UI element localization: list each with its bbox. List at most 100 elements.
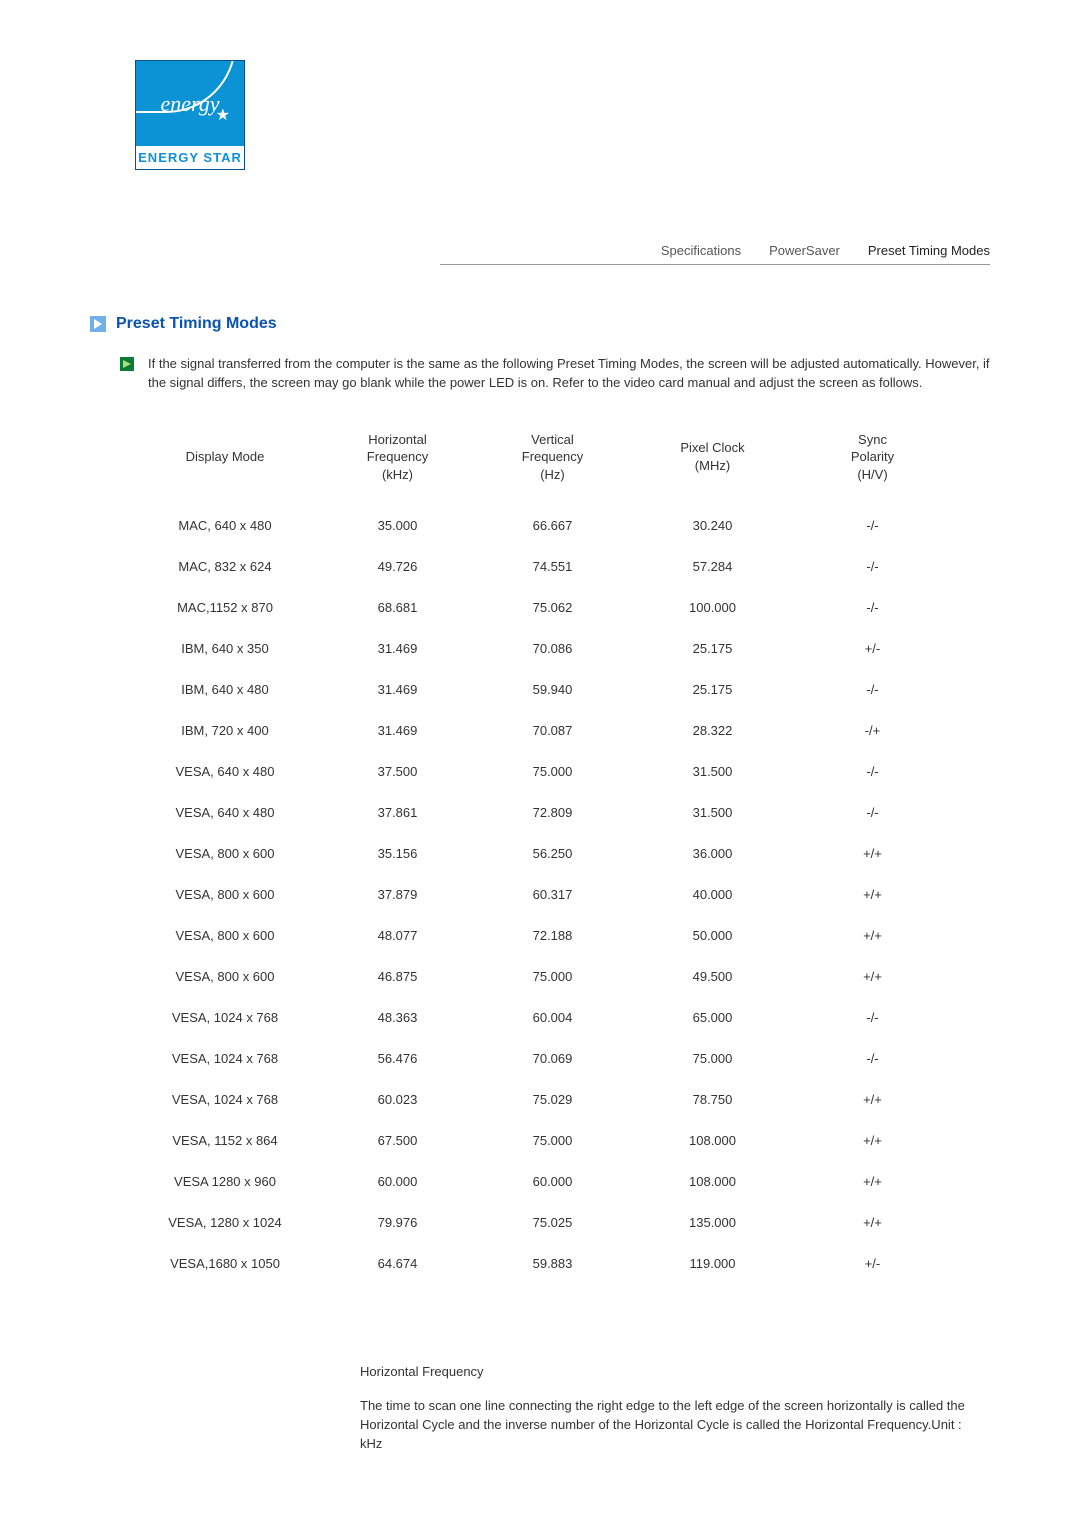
- table-cell: +/+: [795, 915, 950, 956]
- table-cell: IBM, 640 x 480: [130, 669, 320, 710]
- table-row: MAC,1152 x 87068.68175.062100.000-/-: [130, 587, 950, 628]
- table-row: VESA, 1280 x 102479.97675.025135.000+/+: [130, 1202, 950, 1243]
- table-cell: -/-: [795, 587, 950, 628]
- horizontal-frequency-body: The time to scan one line connecting the…: [360, 1397, 980, 1454]
- intro-text: If the signal transferred from the compu…: [148, 355, 990, 393]
- table-cell: -/-: [795, 546, 950, 587]
- table-cell: 67.500: [320, 1120, 475, 1161]
- table-row: VESA, 800 x 60048.07772.18850.000+/+: [130, 915, 950, 956]
- table-cell: +/+: [795, 956, 950, 997]
- table-cell: VESA, 1024 x 768: [130, 997, 320, 1038]
- table-row: VESA, 1152 x 86467.50075.000108.000+/+: [130, 1120, 950, 1161]
- table-cell: 75.029: [475, 1079, 630, 1120]
- table-cell: 60.023: [320, 1079, 475, 1120]
- timing-modes-table: Display ModeHorizontalFrequency(kHz)Vert…: [130, 421, 950, 1285]
- table-cell: 25.175: [630, 669, 795, 710]
- column-header: HorizontalFrequency(kHz): [320, 421, 475, 506]
- table-cell: 75.025: [475, 1202, 630, 1243]
- logo-label: ENERGY STAR: [136, 146, 244, 169]
- table-cell: 31.469: [320, 628, 475, 669]
- table-cell: +/-: [795, 1243, 950, 1284]
- table-cell: 59.940: [475, 669, 630, 710]
- table-row: VESA, 640 x 48037.50075.00031.500-/-: [130, 751, 950, 792]
- table-cell: 119.000: [630, 1243, 795, 1284]
- table-cell: 48.077: [320, 915, 475, 956]
- table-row: MAC, 640 x 48035.00066.66730.240-/-: [130, 505, 950, 546]
- table-cell: 70.087: [475, 710, 630, 751]
- column-header: Display Mode: [130, 421, 320, 506]
- table-cell: 31.469: [320, 669, 475, 710]
- table-row: MAC, 832 x 62449.72674.55157.284-/-: [130, 546, 950, 587]
- table-cell: 31.500: [630, 792, 795, 833]
- table-cell: -/-: [795, 751, 950, 792]
- table-cell: 49.500: [630, 956, 795, 997]
- table-cell: +/+: [795, 1161, 950, 1202]
- tab-specifications[interactable]: Specifications: [661, 243, 741, 258]
- table-row: IBM, 640 x 35031.46970.08625.175+/-: [130, 628, 950, 669]
- table-cell: VESA, 800 x 600: [130, 874, 320, 915]
- table-cell: 78.750: [630, 1079, 795, 1120]
- table-cell: 66.667: [475, 505, 630, 546]
- table-cell: 75.062: [475, 587, 630, 628]
- table-cell: 79.976: [320, 1202, 475, 1243]
- table-cell: 75.000: [475, 751, 630, 792]
- intro-row: If the signal transferred from the compu…: [120, 355, 990, 393]
- table-cell: IBM, 720 x 400: [130, 710, 320, 751]
- table-cell: 37.500: [320, 751, 475, 792]
- table-cell: VESA, 1024 x 768: [130, 1038, 320, 1079]
- table-cell: VESA, 800 x 600: [130, 915, 320, 956]
- table-cell: 28.322: [630, 710, 795, 751]
- table-cell: +/-: [795, 628, 950, 669]
- star-icon: ★: [216, 105, 230, 125]
- table-row: VESA, 1024 x 76860.02375.02978.750+/+: [130, 1079, 950, 1120]
- table-cell: -/-: [795, 669, 950, 710]
- column-header: Pixel Clock(MHz): [630, 421, 795, 506]
- table-cell: -/-: [795, 505, 950, 546]
- table-row: VESA, 1024 x 76848.36360.00465.000-/-: [130, 997, 950, 1038]
- table-cell: 64.674: [320, 1243, 475, 1284]
- section-arrow-icon: [90, 316, 106, 332]
- table-cell: 72.809: [475, 792, 630, 833]
- table-cell: 75.000: [475, 956, 630, 997]
- table-cell: 70.086: [475, 628, 630, 669]
- table-cell: IBM, 640 x 350: [130, 628, 320, 669]
- table-cell: 75.000: [475, 1120, 630, 1161]
- table-cell: +/+: [795, 1202, 950, 1243]
- tab-bar: Specifications PowerSaver Preset Timing …: [440, 243, 990, 265]
- table-header: Display ModeHorizontalFrequency(kHz)Vert…: [130, 421, 950, 506]
- table-cell: 68.681: [320, 587, 475, 628]
- table-row: IBM, 640 x 48031.46959.94025.175-/-: [130, 669, 950, 710]
- energy-star-logo: energy ★ ENERGY STAR: [135, 60, 990, 173]
- table-cell: 50.000: [630, 915, 795, 956]
- table-cell: -/+: [795, 710, 950, 751]
- table-cell: +/+: [795, 1120, 950, 1161]
- table-row: VESA,1680 x 105064.67459.883119.000+/-: [130, 1243, 950, 1284]
- tab-powersaver[interactable]: PowerSaver: [769, 243, 840, 258]
- section-header: Preset Timing Modes: [90, 315, 990, 333]
- column-header: VerticalFrequency(Hz): [475, 421, 630, 506]
- table-cell: 59.883: [475, 1243, 630, 1284]
- table-cell: VESA, 1024 x 768: [130, 1079, 320, 1120]
- table-cell: 25.175: [630, 628, 795, 669]
- table-row: VESA, 800 x 60035.15656.25036.000+/+: [130, 833, 950, 874]
- table-cell: 60.000: [320, 1161, 475, 1202]
- table-cell: 56.250: [475, 833, 630, 874]
- table-cell: VESA, 800 x 600: [130, 833, 320, 874]
- page-root: energy ★ ENERGY STAR Specifications Powe…: [0, 0, 1080, 1534]
- bullet-arrow-icon: [120, 357, 134, 371]
- table-row: VESA, 800 x 60046.87575.00049.500+/+: [130, 956, 950, 997]
- table-cell: 35.156: [320, 833, 475, 874]
- tab-preset-timing-modes[interactable]: Preset Timing Modes: [868, 243, 990, 258]
- logo-top-panel: energy ★: [136, 61, 244, 146]
- table-cell: 31.500: [630, 751, 795, 792]
- table-cell: VESA, 640 x 480: [130, 751, 320, 792]
- table-cell: -/-: [795, 1038, 950, 1079]
- section-title: Preset Timing Modes: [116, 315, 277, 333]
- table-row: VESA, 800 x 60037.87960.31740.000+/+: [130, 874, 950, 915]
- table-cell: +/+: [795, 1079, 950, 1120]
- table-cell: 56.476: [320, 1038, 475, 1079]
- table-cell: 60.004: [475, 997, 630, 1038]
- table-cell: MAC, 832 x 624: [130, 546, 320, 587]
- table-cell: 72.188: [475, 915, 630, 956]
- horizontal-frequency-title: Horizontal Frequency: [360, 1364, 980, 1379]
